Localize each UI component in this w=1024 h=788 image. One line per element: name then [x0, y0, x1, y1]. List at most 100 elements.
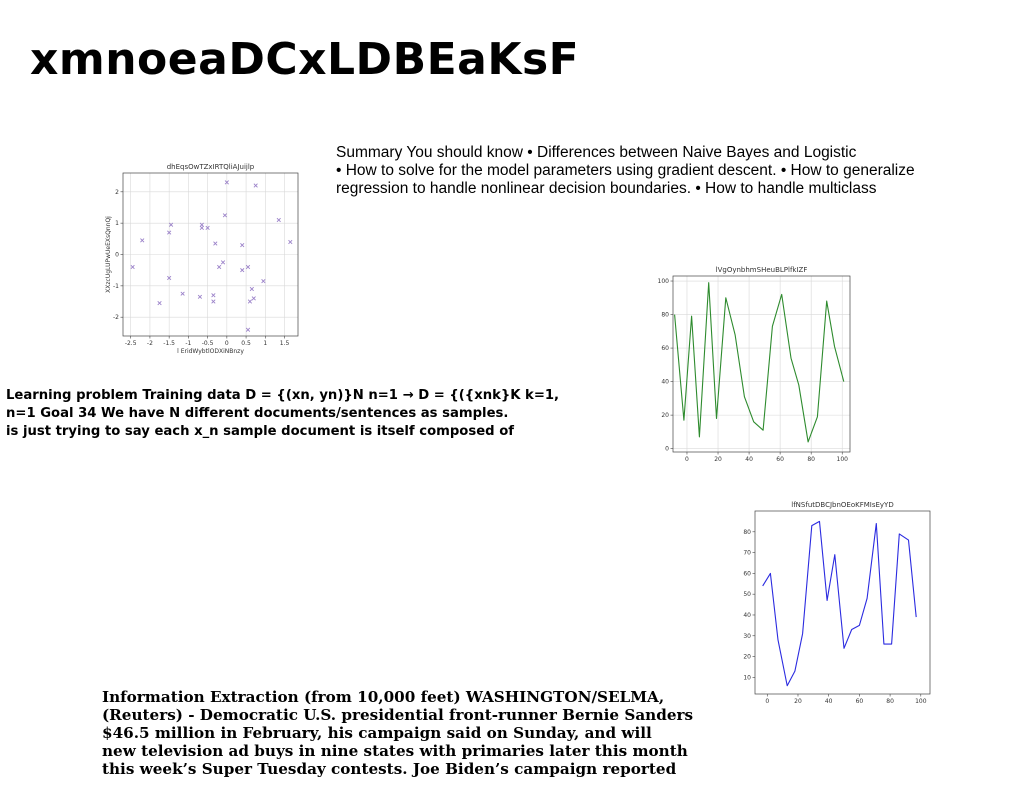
info-line: (Reuters) - Democratic U.S. presidential…	[102, 706, 694, 724]
marker-stroke	[199, 225, 204, 230]
scatter-point	[276, 217, 281, 223]
marker-stroke	[211, 299, 216, 304]
scatter-point	[253, 183, 258, 188]
marker-stroke	[222, 213, 228, 218]
learning-problem-text: Learning problem Training data D = {(xn,…	[6, 387, 586, 441]
x-tick-label: 40	[745, 456, 753, 463]
scatter-point	[220, 260, 226, 265]
marker-stroke	[197, 294, 203, 299]
plot-frame	[754, 510, 931, 695]
x-tick-label: 20	[794, 698, 802, 705]
scatter-point	[240, 242, 245, 248]
y-tick-label: 0	[115, 252, 119, 259]
series-line	[674, 282, 845, 443]
x-tick-label: -0.5	[202, 340, 214, 347]
summary-line: Summary You should know • Differences be…	[336, 144, 857, 161]
marker-stroke	[253, 183, 258, 188]
scatter-point	[224, 180, 229, 185]
summary-text: Summary You should know • Differences be…	[336, 144, 946, 198]
learning-line: Learning problem Training data D = {(xn,…	[6, 388, 560, 403]
y-tick-label: 30	[743, 633, 751, 640]
plot-frame	[672, 275, 851, 453]
scatter-point	[168, 222, 174, 227]
info-line: new television ad buys in nine states wi…	[102, 742, 688, 760]
y-tick-label: 100	[658, 278, 670, 285]
scatter-point	[167, 275, 172, 281]
marker-stroke	[211, 293, 216, 298]
marker-stroke	[157, 300, 162, 306]
x-tick-label: 100	[837, 456, 849, 463]
marker-stroke	[224, 180, 229, 185]
marker-stroke	[240, 242, 245, 248]
marker-stroke	[168, 222, 174, 227]
summary-line: regression to handle nonlinear decision …	[336, 180, 877, 197]
scatter-point	[217, 264, 222, 270]
learning-line: is just trying to say each x_n sample do…	[6, 424, 514, 439]
y-tick-label: -2	[113, 314, 119, 321]
y-tick-label: 20	[661, 412, 669, 419]
marker-stroke	[245, 264, 251, 270]
scatter-point	[130, 264, 135, 270]
marker-stroke	[167, 275, 172, 281]
y-tick-label: 60	[743, 570, 751, 577]
marker-stroke	[251, 296, 256, 301]
marker-stroke	[247, 299, 253, 304]
x-tick-label: 80	[886, 698, 894, 705]
y-tick-label: 80	[661, 312, 669, 319]
scatter-point	[157, 300, 162, 306]
marker-stroke	[217, 264, 222, 270]
y-tick-label: 60	[661, 345, 669, 352]
x-tick-label: 1.5	[280, 340, 290, 347]
green-line-chart: 0 20 40 60 80 100 0 20 40 60 80 100 lVgOynbhmSHeuBLP…	[658, 266, 851, 463]
marker-stroke	[220, 260, 226, 265]
x-tick-label: 80	[807, 456, 815, 463]
y-tick-label: -1	[113, 283, 119, 290]
marker-stroke	[130, 264, 135, 270]
y-tick-label: 1	[115, 220, 119, 227]
y-tick-label: 0	[665, 446, 669, 453]
scatter-point	[205, 225, 210, 230]
scatter-point	[211, 293, 216, 298]
info-line: $46.5 million in February, his campaign …	[102, 724, 652, 742]
marker-stroke	[288, 239, 293, 245]
x-tick-label: -2	[147, 340, 153, 347]
marker-stroke	[245, 327, 251, 332]
scatter-chart: -2.5 -2 -1.5 -1 -0.5 0 0.5 1 1.5 -2 -1 0 1 2 dhEqsOwTZ…	[105, 163, 299, 355]
marker-stroke	[140, 238, 145, 243]
x-tick-label: 0	[685, 456, 689, 463]
marker-stroke	[180, 291, 185, 296]
scatter-point	[245, 327, 251, 332]
y-tick-label: 80	[743, 529, 751, 536]
x-tick-label: 0	[765, 698, 769, 705]
x-tick-label: 0.5	[241, 340, 251, 347]
scatter-point	[140, 238, 145, 243]
scatter-point	[240, 268, 245, 273]
marker-stroke	[205, 225, 210, 230]
scatter-point	[197, 294, 203, 299]
blue-line-chart: 0 20 40 60 80 100 10 20 30 40 50 60 70 80 lfNSfutDBCJb…	[743, 501, 931, 705]
marker-stroke	[199, 222, 204, 227]
x-tick-label: 1	[263, 340, 267, 347]
y-tick-label: 10	[743, 674, 751, 681]
scatter-point	[245, 264, 251, 270]
x-tick-label: -1.5	[163, 340, 175, 347]
x-tick-label: 60	[856, 698, 864, 705]
scatter-point	[247, 299, 253, 304]
x-tick-label: 20	[714, 456, 722, 463]
series-line	[762, 520, 917, 687]
marker-stroke	[213, 241, 218, 246]
scatter-point	[251, 296, 256, 301]
scatter-point	[222, 213, 228, 218]
y-tick-label: 40	[743, 612, 751, 619]
y-tick-label: 70	[743, 550, 751, 557]
scatter-point	[249, 286, 254, 292]
y-tick-label: 50	[743, 591, 751, 598]
x-tick-label: 40	[825, 698, 833, 705]
x-tick-label: 0	[225, 340, 229, 347]
marker-stroke	[261, 279, 266, 284]
marker-stroke	[276, 217, 281, 223]
learning-line: n=1 Goal 34 We have N different document…	[6, 406, 509, 421]
chart-title: dhEqsOwTZxIRTQliAJuijlp	[167, 163, 255, 171]
marker-stroke	[249, 286, 254, 292]
x-tick-label: 100	[915, 698, 927, 705]
